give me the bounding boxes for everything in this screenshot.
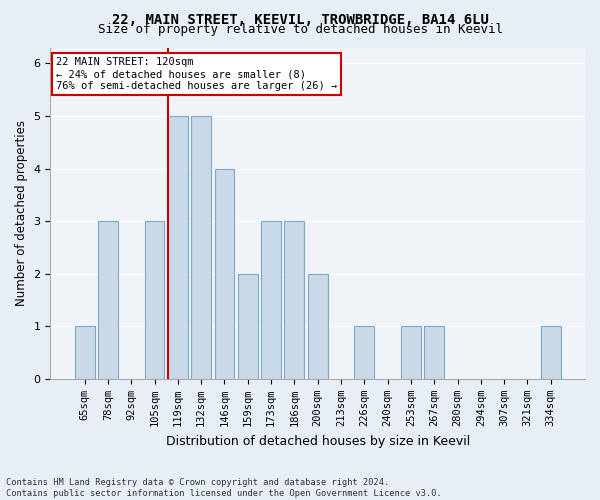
Bar [261, 221, 281, 379]
Text: Size of property relative to detached houses in Keevil: Size of property relative to detached ho… [97, 22, 503, 36]
Bar [75, 326, 95, 379]
Bar [424, 326, 444, 379]
Bar [168, 116, 188, 379]
Text: Contains HM Land Registry data © Crown copyright and database right 2024.
Contai: Contains HM Land Registry data © Crown c… [6, 478, 442, 498]
Bar [541, 326, 561, 379]
Y-axis label: Number of detached properties: Number of detached properties [15, 120, 28, 306]
Bar [284, 221, 304, 379]
Bar [355, 326, 374, 379]
Bar [238, 274, 257, 379]
Text: 22, MAIN STREET, KEEVIL, TROWBRIDGE, BA14 6LU: 22, MAIN STREET, KEEVIL, TROWBRIDGE, BA1… [112, 12, 488, 26]
Bar [145, 221, 164, 379]
X-axis label: Distribution of detached houses by size in Keevil: Distribution of detached houses by size … [166, 434, 470, 448]
Bar [215, 168, 235, 379]
Bar [98, 221, 118, 379]
Bar [401, 326, 421, 379]
Bar [308, 274, 328, 379]
Text: 22 MAIN STREET: 120sqm
← 24% of detached houses are smaller (8)
76% of semi-deta: 22 MAIN STREET: 120sqm ← 24% of detached… [56, 58, 337, 90]
Bar [191, 116, 211, 379]
